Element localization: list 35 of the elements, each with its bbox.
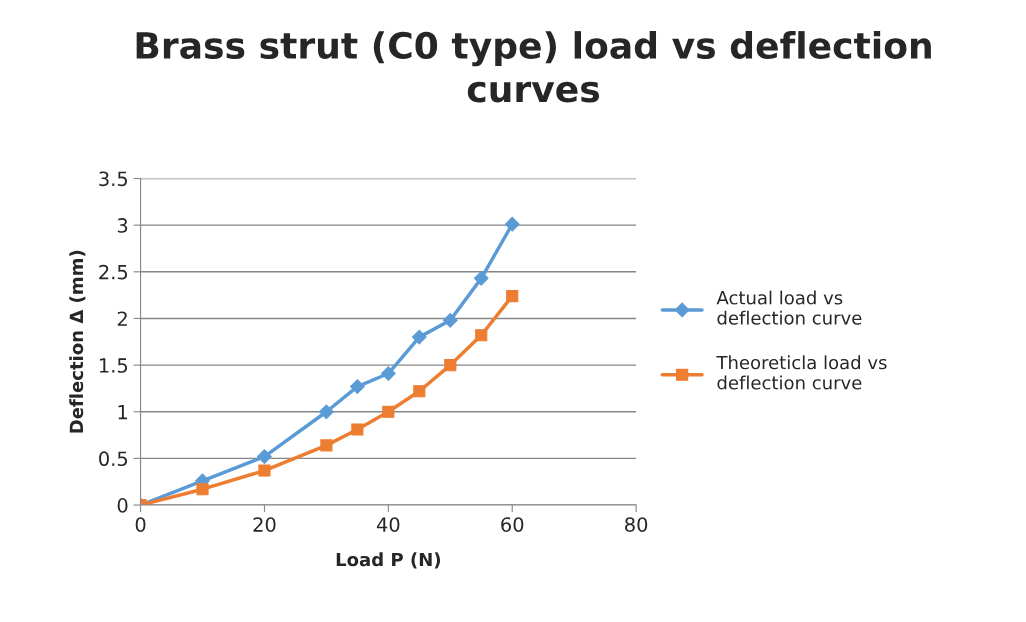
y-tick-label: 1.5 bbox=[99, 358, 128, 373]
point bbox=[196, 483, 209, 496]
point bbox=[411, 329, 427, 345]
chart-title: Brass strut (C0 type) load vs deflection curves bbox=[136, 31, 931, 103]
y-tick-label: 0 bbox=[117, 498, 128, 513]
x-tick-label: 20 bbox=[253, 517, 276, 532]
y-axis-title: Deflection Δ (mm) bbox=[69, 250, 86, 433]
y-tick-label: 3 bbox=[117, 218, 128, 233]
point bbox=[258, 464, 271, 477]
point bbox=[475, 329, 488, 342]
x-tick-label: 40 bbox=[376, 517, 400, 532]
point bbox=[257, 449, 272, 464]
point bbox=[413, 385, 426, 398]
legend-label: Actual load vs deflection curve bbox=[716, 290, 862, 325]
x-tick-label: 80 bbox=[625, 517, 648, 532]
point bbox=[504, 216, 520, 232]
legend-label: Theoreticla load vs deflection curve bbox=[716, 355, 887, 390]
point bbox=[380, 366, 396, 381]
x-tick-label: 60 bbox=[501, 517, 524, 532]
point bbox=[506, 290, 519, 303]
point bbox=[473, 270, 489, 286]
point bbox=[349, 379, 365, 394]
point bbox=[351, 423, 364, 436]
x-tick-label: 0 bbox=[135, 517, 146, 532]
y-tick-label: 2 bbox=[117, 311, 127, 326]
point bbox=[382, 405, 395, 418]
x-axis-title: Load P (N) bbox=[336, 552, 441, 569]
y-tick-label: 1 bbox=[118, 404, 127, 420]
y-tick-label: 2.5 bbox=[99, 264, 128, 280]
point bbox=[319, 404, 334, 420]
y-tick-label: 3.5 bbox=[99, 171, 128, 187]
point bbox=[442, 312, 458, 328]
point bbox=[320, 439, 333, 452]
y-tick-label: 0.5 bbox=[99, 451, 128, 467]
point bbox=[444, 359, 457, 372]
